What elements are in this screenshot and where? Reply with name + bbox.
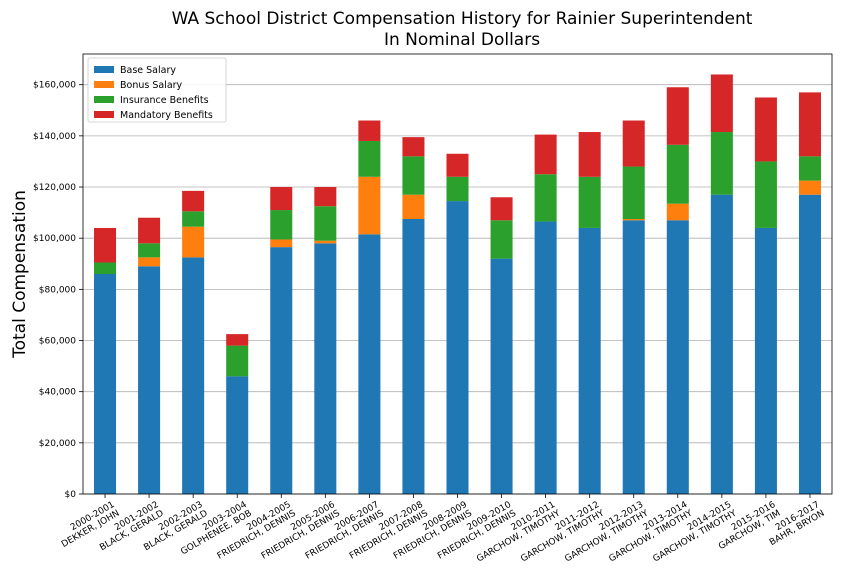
bar-segment-mandatory-benefits	[578, 132, 601, 177]
legend-swatch	[94, 96, 114, 103]
bar-segment-base-salary	[358, 234, 381, 495]
y-tick-label: $140,000	[33, 132, 76, 142]
bar-segment-mandatory-benefits	[446, 153, 469, 177]
y-tick-label: $40,000	[39, 388, 76, 398]
y-tick-label: $20,000	[39, 439, 76, 449]
legend-swatch	[94, 111, 114, 118]
bar-segment-insurance-benefits	[402, 156, 425, 195]
plot-frame	[82, 53, 833, 495]
bar-segment-mandatory-benefits	[490, 197, 513, 221]
bar-segment-base-salary	[622, 220, 645, 495]
bar-segment-mandatory-benefits	[534, 134, 557, 175]
bar-segment-base-salary	[534, 221, 557, 494]
bar-segment-mandatory-benefits	[358, 120, 381, 141]
bar-segment-insurance-benefits	[226, 345, 249, 377]
bar-segment-insurance-benefits	[314, 206, 337, 241]
bar-segment-bonus-salary	[314, 240, 337, 244]
bar-segment-insurance-benefits	[666, 144, 689, 204]
bar-segment-base-salary	[270, 247, 293, 494]
bar-segment-insurance-benefits	[270, 210, 293, 240]
bar-segment-bonus-salary	[138, 257, 161, 267]
bar-segment-bonus-salary	[358, 176, 381, 235]
y-tick-label: $60,000	[39, 337, 76, 347]
y-tick-label: $120,000	[33, 183, 76, 193]
bar-segment-mandatory-benefits	[94, 227, 117, 263]
y-axis-label: Total Compensation	[10, 190, 30, 359]
bar-segment-insurance-benefits	[94, 262, 117, 274]
bar-segment-base-salary	[402, 219, 425, 494]
bar-segment-bonus-salary	[402, 194, 425, 219]
bar-segment-insurance-benefits	[534, 174, 557, 222]
bar-segment-base-salary	[754, 227, 777, 494]
legend-label: Insurance Benefits	[120, 95, 209, 106]
legend-swatch	[94, 81, 114, 88]
chart-title: WA School District Compensation History …	[171, 9, 753, 29]
bar-segment-mandatory-benefits	[270, 187, 293, 211]
bar-segment-base-salary	[94, 274, 117, 494]
bar-segment-insurance-benefits	[182, 211, 205, 227]
bar-segment-insurance-benefits	[138, 243, 161, 258]
bar-segment-base-salary	[710, 194, 733, 494]
bar-segment-insurance-benefits	[754, 161, 777, 228]
bar-segment-insurance-benefits	[622, 166, 645, 219]
bar-segment-base-salary	[446, 201, 469, 494]
bar-segment-insurance-benefits	[710, 132, 733, 195]
y-tick-label: $160,000	[33, 81, 76, 91]
bar-segment-mandatory-benefits	[402, 137, 425, 157]
bar-segment-bonus-salary	[270, 239, 293, 248]
bar-segment-mandatory-benefits	[622, 120, 645, 167]
bar-segment-mandatory-benefits	[182, 190, 205, 212]
bar-segment-mandatory-benefits	[138, 217, 161, 244]
bar-segment-mandatory-benefits	[754, 97, 777, 162]
legend-box	[87, 57, 227, 123]
bar-segment-insurance-benefits	[798, 156, 821, 181]
bar-segment-insurance-benefits	[490, 220, 513, 259]
bar-segment-insurance-benefits	[446, 176, 469, 202]
bar-segment-base-salary	[578, 227, 601, 494]
bar-segment-mandatory-benefits	[314, 187, 337, 207]
bar-segment-base-salary	[182, 257, 205, 494]
bar-segment-base-salary	[490, 258, 513, 494]
bar-segment-insurance-benefits	[358, 140, 381, 177]
legend-swatch	[94, 66, 114, 73]
bar-segment-base-salary	[226, 376, 249, 494]
legend-label: Base Salary	[120, 65, 176, 76]
y-tick-label: $0	[65, 490, 77, 500]
bar-segment-bonus-salary	[622, 219, 645, 221]
bar-segment-mandatory-benefits	[666, 87, 689, 145]
bar-segment-base-salary	[138, 266, 161, 494]
legend-label: Mandatory Benefits	[120, 110, 213, 121]
bar-segment-bonus-salary	[666, 203, 689, 221]
bar-segment-mandatory-benefits	[798, 92, 821, 157]
bar-segment-base-salary	[666, 220, 689, 495]
bar-segment-mandatory-benefits	[226, 334, 249, 346]
bar-segment-insurance-benefits	[578, 176, 601, 228]
chart-subtitle: In Nominal Dollars	[383, 30, 541, 50]
bar-segment-base-salary	[798, 194, 821, 494]
bar-segment-mandatory-benefits	[710, 74, 733, 133]
bar-segment-bonus-salary	[798, 180, 821, 195]
y-tick-label: $100,000	[33, 234, 76, 244]
y-tick-label: $80,000	[39, 285, 76, 295]
legend-label: Bonus Salary	[120, 80, 183, 91]
bar-segment-base-salary	[314, 243, 337, 494]
bar-segment-bonus-salary	[182, 226, 205, 258]
